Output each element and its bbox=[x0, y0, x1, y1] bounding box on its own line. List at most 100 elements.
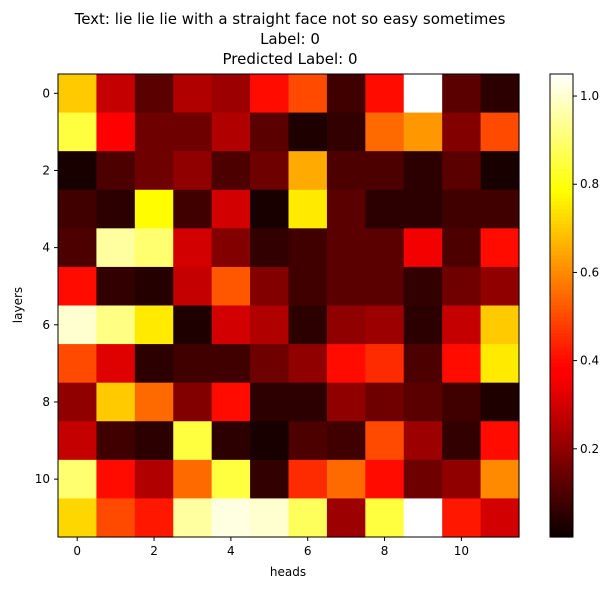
colorbar-segment bbox=[550, 440, 573, 445]
colorbar-segment bbox=[550, 378, 573, 384]
colorbar-segment bbox=[550, 220, 573, 226]
colorbar-segment bbox=[550, 340, 573, 345]
heatmap-cell bbox=[442, 498, 482, 538]
colorbar-segment bbox=[550, 135, 573, 141]
colorbar-segment bbox=[550, 398, 573, 403]
colorbar-segment bbox=[550, 155, 573, 160]
heatmap-cell bbox=[58, 498, 98, 538]
x-tick-label: 0 bbox=[73, 544, 81, 558]
colorbar-segment bbox=[550, 428, 573, 434]
y-axis-ticks: 0 2 4 6 8 10 bbox=[35, 86, 58, 486]
colorbar-segment bbox=[550, 205, 573, 210]
heatmap-cell bbox=[58, 112, 98, 152]
colorbar-segment bbox=[550, 189, 573, 195]
colorbar-segment bbox=[550, 116, 573, 121]
colorbar-segment bbox=[550, 101, 573, 106]
colorbar-segment bbox=[550, 320, 573, 326]
colorbar-segment bbox=[550, 390, 573, 395]
y-tick-label: 2 bbox=[42, 163, 50, 177]
x-tick-label: 8 bbox=[381, 544, 389, 558]
colorbar-segment bbox=[550, 467, 573, 473]
colorbar-segment bbox=[550, 305, 573, 310]
heatmap-cell bbox=[365, 421, 405, 461]
colorbar-segment bbox=[550, 432, 573, 438]
colorbar-segment bbox=[550, 228, 573, 233]
heatmap-cell bbox=[211, 151, 251, 191]
heatmap-cell bbox=[480, 189, 520, 229]
heatmap-cell bbox=[173, 382, 213, 422]
colorbar-segment bbox=[550, 151, 573, 156]
colorbar-segment bbox=[550, 355, 573, 361]
heatmap-cell bbox=[134, 151, 174, 191]
colorbar-segment bbox=[550, 471, 573, 476]
heatmap-cell bbox=[480, 151, 520, 191]
colorbar-segment bbox=[550, 297, 573, 303]
colorbar-segment bbox=[550, 509, 573, 515]
heatmap-cell bbox=[442, 382, 482, 422]
colorbar-segment bbox=[550, 282, 573, 287]
colorbar-segment bbox=[550, 328, 573, 334]
colorbar-segment bbox=[550, 436, 573, 442]
heatmap-cells bbox=[58, 74, 520, 538]
x-tick-label: 4 bbox=[227, 544, 235, 558]
heatmap-cell bbox=[211, 112, 251, 152]
heatmap-cell bbox=[173, 305, 213, 345]
heatmap-cell bbox=[134, 305, 174, 345]
colorbar-segment bbox=[550, 131, 573, 137]
heatmap-cell bbox=[326, 266, 366, 307]
title-line-text: Text: lie lie lie with a straight face n… bbox=[74, 10, 506, 28]
heatmap-cell bbox=[96, 266, 136, 307]
heatmap-cell bbox=[58, 382, 98, 422]
colorbar-segment bbox=[550, 81, 573, 87]
colorbar-segment bbox=[550, 374, 573, 380]
colorbar-segment bbox=[550, 313, 573, 318]
heatmap-cell bbox=[288, 228, 328, 268]
colorbar-segment bbox=[550, 525, 573, 530]
colorbar-segment bbox=[550, 251, 573, 256]
heatmap-cell bbox=[480, 344, 520, 384]
colorbar-segment bbox=[550, 317, 573, 322]
heatmap-cell bbox=[173, 74, 213, 114]
heatmap-cell bbox=[403, 266, 443, 307]
colorbar-segment bbox=[550, 417, 573, 422]
x-axis-ticks: 0 2 4 6 8 10 bbox=[73, 537, 469, 558]
heatmap-cell bbox=[211, 74, 251, 114]
colorbar-segment bbox=[550, 193, 573, 199]
heatmap-cell bbox=[211, 344, 251, 384]
colorbar-segment bbox=[550, 263, 573, 268]
colorbar-segment bbox=[550, 286, 573, 291]
heatmap-cell bbox=[211, 305, 251, 345]
colorbar-segment bbox=[550, 409, 573, 415]
colorbar-segment bbox=[550, 459, 573, 465]
colorbar-segment bbox=[550, 143, 573, 148]
colorbar-tick-label: 0.4 bbox=[580, 354, 599, 368]
heatmap-cell bbox=[365, 382, 405, 422]
colorbar-segment bbox=[550, 506, 573, 511]
heatmap-cell bbox=[442, 151, 482, 191]
colorbar-segment bbox=[550, 490, 573, 496]
colorbar-tick-label: 0.2 bbox=[580, 442, 599, 456]
heatmap-cell bbox=[211, 228, 251, 268]
heatmap-cell bbox=[403, 305, 443, 345]
heatmap-cell bbox=[58, 74, 98, 114]
heatmap-cell bbox=[326, 498, 366, 538]
colorbar-segment bbox=[550, 128, 573, 133]
heatmap-cell bbox=[365, 498, 405, 538]
heatmap-cell bbox=[250, 74, 290, 114]
heatmap-cell bbox=[365, 151, 405, 191]
heatmap-cell bbox=[211, 266, 251, 307]
heatmap-cell bbox=[58, 344, 98, 384]
colorbar-segment bbox=[550, 413, 573, 418]
heatmap-cell bbox=[211, 382, 251, 422]
colorbar-segment bbox=[550, 351, 573, 357]
colorbar-segment bbox=[550, 421, 573, 426]
colorbar-segment bbox=[550, 197, 573, 202]
heatmap-cell bbox=[288, 382, 328, 422]
colorbar-segment bbox=[550, 324, 573, 330]
heatmap-cell bbox=[173, 459, 213, 500]
heatmap-cell bbox=[442, 228, 482, 268]
colorbar-segment bbox=[550, 108, 573, 114]
colorbar-segment bbox=[550, 479, 573, 484]
heatmap-cell bbox=[288, 266, 328, 307]
heatmap-cell bbox=[480, 382, 520, 422]
